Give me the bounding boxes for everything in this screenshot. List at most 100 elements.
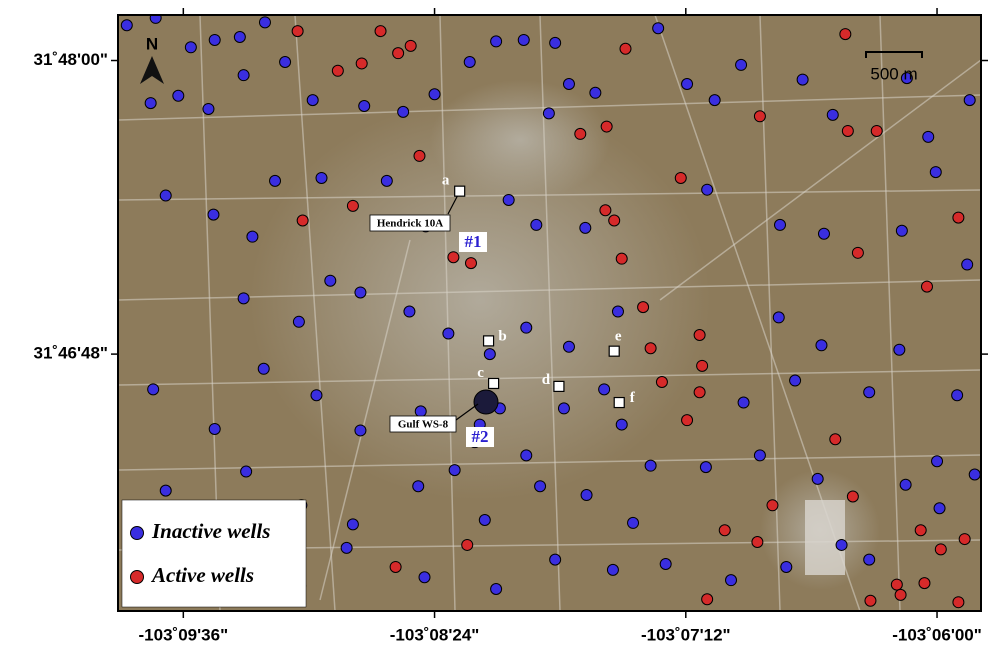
well [563,341,574,352]
well [628,517,639,528]
well [185,42,196,53]
well [842,125,853,136]
well-number: #2 [472,427,489,446]
well [864,387,875,398]
well [347,519,358,530]
well [148,384,159,395]
well [332,65,343,76]
well [660,559,671,570]
well [381,175,392,186]
well [347,200,358,211]
well-number: #1 [465,232,482,251]
well [160,190,171,201]
well [419,572,430,583]
well [694,387,705,398]
well [959,534,970,545]
well [600,205,611,216]
site-label: c [477,365,484,381]
site-marker [554,381,564,391]
well [840,29,851,40]
well [415,406,426,417]
well [390,561,401,572]
legend-box [122,500,306,607]
site-marker [614,398,624,408]
well [429,89,440,100]
well [238,293,249,304]
well [694,330,705,341]
well [208,209,219,220]
well [797,74,808,85]
well [864,554,875,565]
legend-swatch [131,527,144,540]
well [293,316,304,327]
well [405,40,416,51]
well [145,98,156,109]
well [521,322,532,333]
well [448,252,459,263]
well [709,95,720,106]
well [830,434,841,445]
well [894,344,905,355]
well [209,423,220,434]
well [259,17,270,28]
well [607,564,618,575]
well [413,481,424,492]
well [616,253,627,264]
well [518,34,529,45]
well [563,78,574,89]
well [247,231,258,242]
well [682,78,693,89]
well [781,561,792,572]
well [767,500,778,511]
well [173,90,184,101]
well [812,473,823,484]
well [359,101,370,112]
y-tick-label: 31˚48'00" [34,50,109,69]
well [280,56,291,67]
site-marker [609,346,619,356]
well [934,503,945,514]
well [590,87,601,98]
well [953,212,964,223]
well [726,575,737,586]
well [896,225,907,236]
well [241,466,252,477]
well [238,70,249,81]
well [491,36,502,47]
well [121,20,132,31]
site-label: a [442,173,450,189]
well [616,419,627,430]
well [952,390,963,401]
pad [805,500,845,575]
well [738,397,749,408]
legend-swatch [131,571,144,584]
well [702,184,713,195]
well [580,222,591,233]
well [521,450,532,461]
well [465,258,476,269]
well [404,306,415,317]
site-marker [489,378,499,388]
well [818,228,829,239]
well [919,578,930,589]
well [292,26,303,37]
well [620,43,631,54]
well [935,544,946,555]
map: -103˚09'36"-103˚08'24"-103˚07'12"-103˚06… [0,0,995,649]
well [847,491,858,502]
well [311,390,322,401]
well [575,128,586,139]
well [341,542,352,553]
x-tick-label: -103˚08'24" [390,625,480,644]
well [773,312,784,323]
x-tick-label: -103˚07'12" [641,625,731,644]
well [535,481,546,492]
x-tick-label: -103˚09'36" [139,625,229,644]
legend-label: Inactive wells [151,519,270,543]
well [558,403,569,414]
well [550,554,561,565]
well [203,103,214,114]
well [827,109,838,120]
well [930,167,941,178]
well [325,275,336,286]
